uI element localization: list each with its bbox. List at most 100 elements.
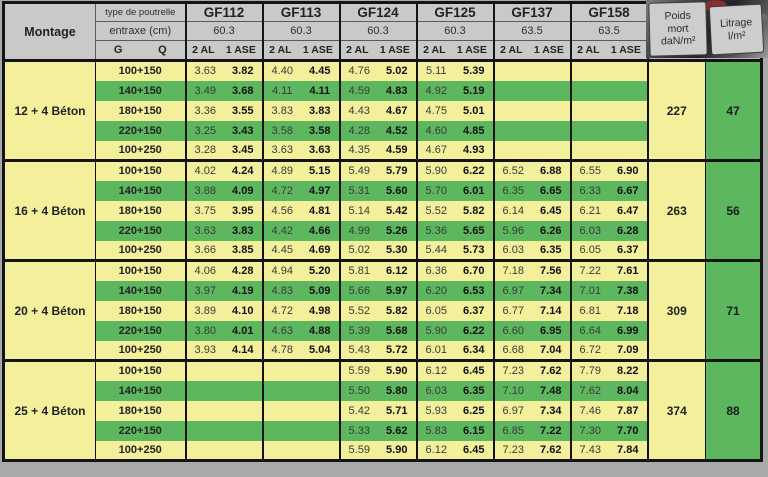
value-cell: 7.62	[532, 359, 571, 381]
value-cell	[532, 100, 571, 121]
value-cell: 6.45	[532, 200, 571, 221]
value-cell	[184, 359, 224, 381]
value-cell: 5.59	[338, 359, 378, 381]
value-cell: 6.37	[455, 300, 494, 321]
value-cell: 6.12	[378, 259, 417, 281]
value-cell: 6.05	[415, 300, 455, 321]
value-cell: 4.83	[261, 280, 301, 301]
value-cell	[184, 440, 224, 461]
value-cell: 6.68	[492, 340, 532, 361]
value-cell: 5.70	[415, 180, 455, 201]
value-cell: 5.04	[301, 340, 340, 361]
value-cell: 3.68	[224, 80, 263, 101]
col-2al-label: 2 AL	[577, 44, 600, 56]
litrage-line-2: l/m²	[727, 29, 746, 42]
montage-label: 25 + 4 Béton	[3, 359, 96, 461]
value-cell: 5.52	[415, 200, 455, 221]
value-cell: 7.14	[532, 300, 571, 321]
value-cell: 5.39	[338, 320, 378, 341]
col-2al-label: 2 AL	[346, 44, 369, 56]
poids-mort-value: 263	[646, 159, 706, 261]
value-cell	[184, 400, 224, 421]
value-cell: 5.82	[455, 200, 494, 221]
col-2al-label: 2 AL	[500, 44, 523, 56]
value-cell	[261, 380, 301, 401]
value-cell	[532, 120, 571, 141]
value-cell: 3.28	[184, 140, 224, 161]
value-cell: 5.60	[378, 180, 417, 201]
value-cell: 6.45	[455, 440, 494, 461]
subcols-gf112: 2 AL 1 ASE	[184, 40, 263, 61]
value-cell: 4.59	[378, 140, 417, 161]
value-cell	[609, 120, 648, 141]
poids-line-2: mort	[667, 22, 689, 36]
subcols-gf137: 2 AL 1 ASE	[492, 40, 571, 61]
data-row: 100+250 3.93 4.14 4.78 5.04 5.43 5.72 6.01 6.34 6…	[4, 340, 762, 361]
value-cell: 3.89	[184, 300, 224, 321]
value-cell: 6.85	[492, 420, 532, 441]
value-cell: 7.62	[569, 380, 609, 401]
load-cell: 180+150	[95, 100, 186, 121]
data-row: 140+150 3.49 3.68 4.11 4.11 4.59 4.83 4.92 5.19	[4, 80, 762, 101]
value-cell: 5.36	[415, 220, 455, 241]
value-cell: 7.18	[609, 300, 648, 321]
load-cell: 100+250	[95, 440, 186, 461]
value-cell: 4.11	[301, 80, 340, 101]
load-cell: 100+250	[95, 140, 186, 161]
data-row: 16 + 4 Béton 100+150 4.02 4.24 4.89 5.15 5.49 5…	[3, 159, 762, 261]
q-label: Q	[158, 44, 167, 56]
value-cell: 5.31	[338, 180, 378, 201]
value-cell: 7.38	[609, 280, 648, 301]
value-cell: 5.02	[338, 240, 378, 261]
data-row: 220+150 5.33 5.62 5.83 6.15 6.85 7.22 7.30 7.70	[4, 420, 762, 441]
col-1ase-label: 1 ASE	[610, 44, 641, 56]
value-cell: 6.72	[569, 340, 609, 361]
value-cell: 6.03	[569, 220, 609, 241]
value-cell: 4.06	[184, 259, 224, 281]
value-cell	[532, 59, 571, 81]
value-cell	[301, 440, 340, 461]
value-cell: 5.80	[378, 380, 417, 401]
value-cell: 6.37	[609, 240, 648, 261]
value-cell: 3.63	[301, 140, 340, 161]
value-cell: 4.92	[415, 80, 455, 101]
entraxe-gf124: 60.3	[338, 21, 417, 41]
header-row-subcolumns: G Q 2 AL 1 ASE 2 AL 1 ASE 2 AL 1 ASE 2 AL 1 …	[4, 40, 762, 61]
value-cell	[569, 80, 609, 101]
value-cell: 4.11	[261, 80, 301, 101]
value-cell: 6.12	[415, 359, 455, 381]
value-cell: 4.66	[301, 220, 340, 241]
value-cell: 5.93	[415, 400, 455, 421]
value-cell: 7.34	[532, 280, 571, 301]
load-cell: 100+150	[95, 159, 186, 181]
data-row: 220+150 3.25 3.43 3.58 3.58 4.28 4.52 4.60 4.85	[4, 120, 762, 141]
subcols-gf113: 2 AL 1 ASE	[261, 40, 340, 61]
value-cell: 5.90	[415, 159, 455, 181]
col-1ase-label: 1 ASE	[456, 44, 487, 56]
value-cell	[609, 140, 648, 161]
poids-mort-value: 374	[646, 359, 706, 461]
value-cell: 4.40	[261, 59, 301, 81]
entraxe-gf125: 60.3	[415, 21, 494, 41]
col-1ase-label: 1 ASE	[379, 44, 410, 56]
value-cell: 4.85	[455, 120, 494, 141]
value-cell	[609, 59, 648, 81]
value-cell: 4.35	[338, 140, 378, 161]
value-cell	[492, 59, 532, 81]
value-cell: 4.99	[338, 220, 378, 241]
poids-line-3: daN/m²	[660, 34, 696, 48]
load-cell: 140+150	[95, 80, 186, 101]
value-cell: 5.73	[455, 240, 494, 261]
litrage-value: 88	[705, 359, 762, 461]
montage-label: 12 + 4 Béton	[3, 59, 96, 161]
value-cell: 7.30	[569, 420, 609, 441]
value-cell: 6.45	[455, 359, 494, 381]
load-cell: 140+150	[95, 280, 186, 301]
data-row: 25 + 4 Béton 100+150 5.59 5.90 6.12 6.45 7.23 7…	[3, 359, 762, 461]
value-cell: 3.75	[184, 200, 224, 221]
value-cell: 4.28	[338, 120, 378, 141]
value-cell: 3.88	[184, 180, 224, 201]
value-cell: 4.94	[261, 259, 301, 281]
gq-header: G Q	[95, 40, 186, 61]
value-cell: 3.58	[261, 120, 301, 141]
